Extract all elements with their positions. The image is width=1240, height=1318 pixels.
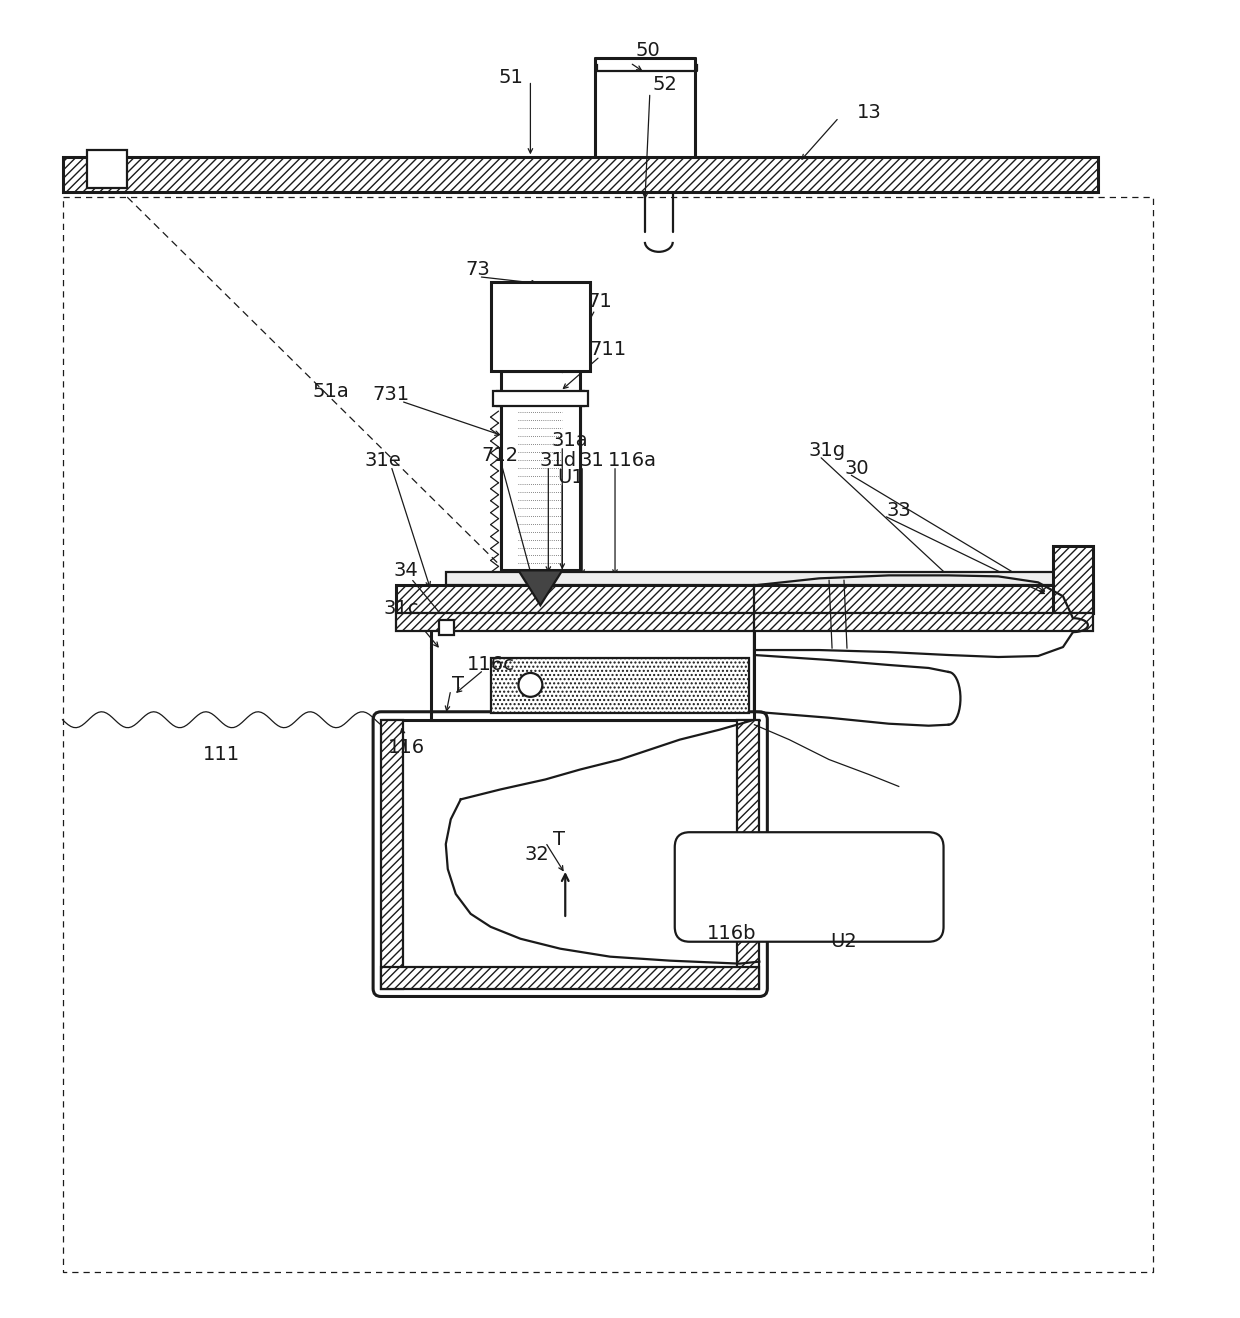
Text: 51: 51 (498, 69, 523, 87)
Text: 32: 32 (525, 845, 549, 863)
Bar (381, 720, 403, 988)
Text: 711: 711 (589, 340, 626, 358)
Text: 33: 33 (887, 501, 911, 521)
Bar (381, 966, 759, 988)
Text: 31g: 31g (808, 442, 846, 460)
Text: 116c: 116c (466, 655, 515, 675)
Text: T: T (451, 675, 464, 695)
Bar (491, 282, 590, 372)
Polygon shape (518, 571, 562, 605)
Bar (87, 150, 128, 188)
Text: 712: 712 (481, 447, 518, 465)
Bar (738, 720, 759, 988)
Bar (492, 391, 588, 406)
Text: 31a: 31a (552, 431, 589, 451)
Text: 116: 116 (387, 738, 424, 757)
Bar (430, 616, 754, 720)
Text: 116b: 116b (707, 924, 756, 944)
Bar (396, 613, 1092, 631)
Text: 31c: 31c (383, 598, 419, 618)
Text: 51a: 51a (312, 382, 350, 401)
Bar (396, 585, 1092, 613)
Text: U2: U2 (831, 932, 857, 952)
Bar (439, 621, 454, 635)
Bar (446, 572, 1092, 585)
Text: 71: 71 (588, 293, 613, 311)
Text: 31e: 31e (365, 451, 402, 471)
Circle shape (518, 673, 542, 697)
Bar (1053, 546, 1092, 613)
Text: 34: 34 (393, 561, 418, 580)
Text: 50: 50 (635, 41, 660, 61)
Text: 73: 73 (465, 260, 490, 279)
Text: 13: 13 (857, 103, 882, 123)
Text: 31: 31 (580, 451, 605, 471)
Text: 111: 111 (203, 745, 241, 764)
Bar (62, 157, 1097, 192)
FancyBboxPatch shape (675, 832, 944, 942)
Text: 52: 52 (652, 75, 677, 94)
Text: U1: U1 (557, 468, 584, 488)
Bar (501, 372, 580, 571)
Text: 31d: 31d (539, 451, 577, 471)
Bar (491, 658, 749, 713)
Text: 116a: 116a (608, 451, 656, 471)
Text: 30: 30 (844, 460, 869, 478)
Text: 731: 731 (372, 385, 409, 403)
Text: T: T (553, 830, 565, 849)
